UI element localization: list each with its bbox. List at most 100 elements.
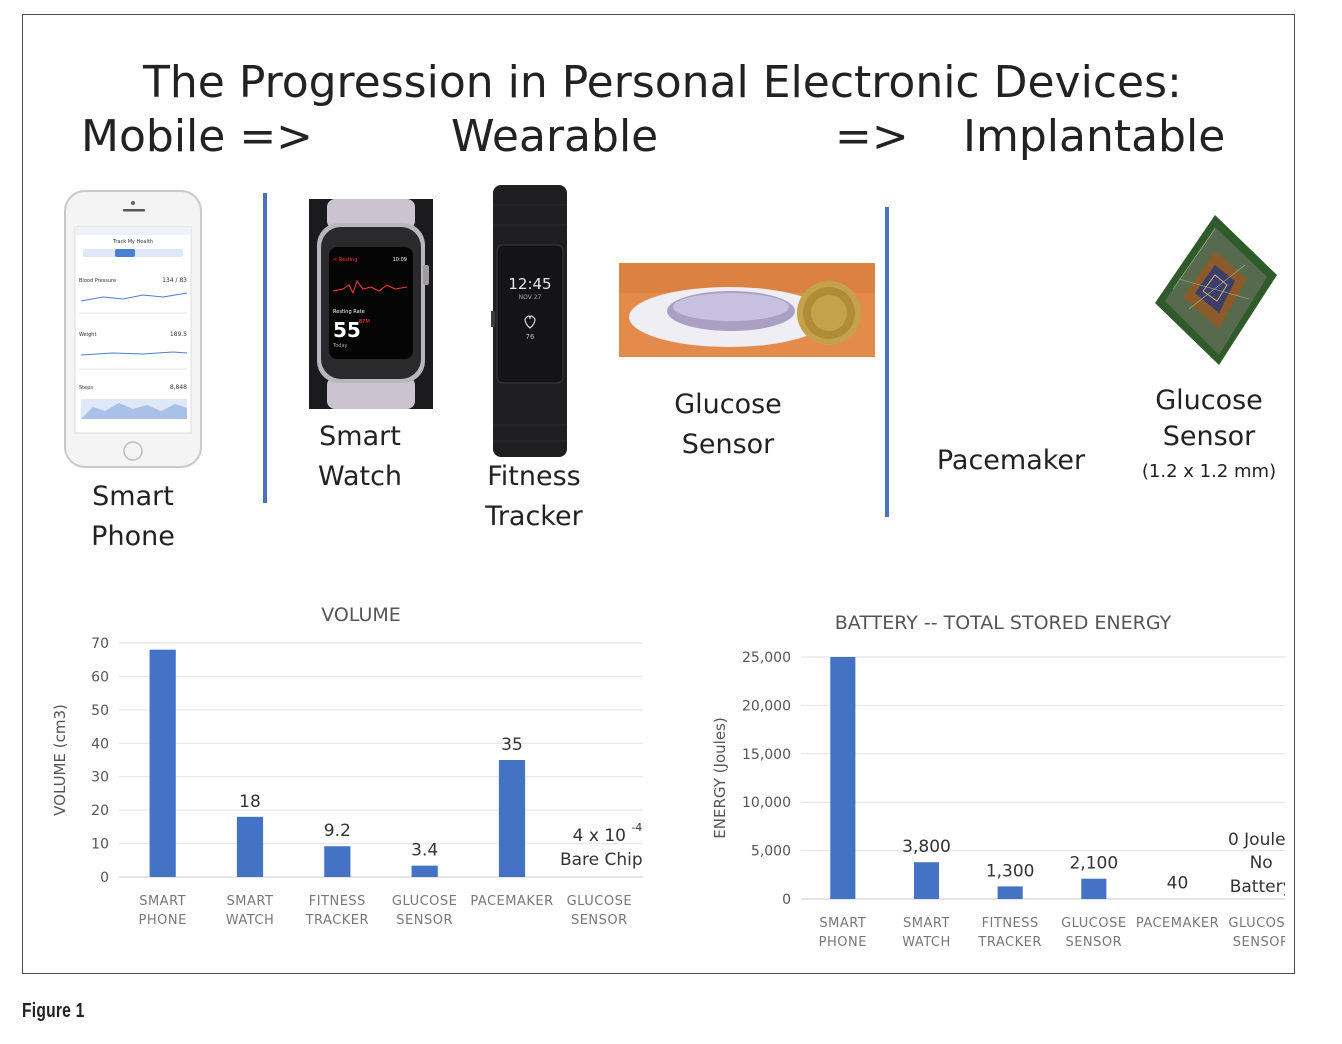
watch-day: Today — [332, 343, 348, 349]
chart-title: VOLUME — [321, 604, 401, 626]
y-tick-label: 20,000 — [742, 698, 791, 714]
data-label: 35 — [501, 735, 523, 755]
phone-app-title: Track My Health — [112, 239, 153, 245]
title-arrow: => — [835, 111, 909, 162]
figure-caption: Figure 1 — [22, 1000, 85, 1022]
chart-annotation: Bare Chip — [560, 850, 643, 870]
y-tick-label: 40 — [91, 736, 109, 752]
chart-annotation: 4 x 10 — [573, 826, 626, 846]
y-tick-label: 0 — [782, 892, 791, 908]
data-label: 18 — [239, 792, 261, 812]
bar — [498, 760, 526, 877]
y-tick-label: 25,000 — [742, 650, 791, 666]
tracker-hr: 76 — [526, 333, 535, 341]
chart-annotation: 0 Joules — [1228, 830, 1285, 850]
watch-unit: BPM — [359, 319, 370, 325]
y-tick-label: 30 — [91, 770, 109, 786]
x-tick-label: GLUCOSE — [1228, 916, 1285, 931]
label-pacemaker: Pacemaker — [936, 445, 1086, 476]
watch-time: 10:09 — [393, 257, 407, 263]
title-implantable: Implantable — [963, 111, 1226, 162]
phone-row-value: 8,848 — [170, 384, 187, 391]
x-tick-label: SMART — [227, 894, 274, 909]
title-wearable: Wearable — [451, 111, 659, 162]
x-tick-label: SMART — [903, 916, 950, 931]
data-label: 3,800 — [902, 837, 951, 857]
y-tick-label: 5,000 — [751, 844, 791, 860]
data-label: 1,300 — [986, 861, 1035, 881]
data-label: 40 — [1167, 874, 1189, 894]
bar — [1081, 878, 1107, 899]
bar — [236, 816, 264, 877]
watch-label: Resting Rate — [333, 309, 365, 315]
x-tick-label: PHONE — [139, 913, 187, 928]
x-tick-label: SMART — [819, 916, 866, 931]
bar — [324, 846, 351, 877]
y-tick-label: 50 — [91, 703, 109, 719]
x-tick-label: SMART — [139, 894, 186, 909]
data-label: 3.4 — [411, 841, 438, 861]
tracker-date: NOV 27 — [519, 294, 542, 301]
energy-chart: BATTERY -- TOTAL STORED ENERGY ENERGY (Jo… — [711, 612, 1285, 950]
title-line-1: The Progression in Personal Electronic D… — [143, 57, 1182, 108]
y-tick-label: 60 — [91, 669, 109, 685]
chart-annotation: Battery — [1230, 877, 1285, 897]
x-tick-label: GLUCOSE — [567, 894, 632, 909]
label-glucose-sensor-wearable: Glucose Sensor — [674, 389, 782, 460]
watch-status: < Resting — [333, 257, 357, 263]
x-tick-label: WATCH — [226, 913, 275, 928]
smartphone-image: Track My Health Blood Pressure 134 / 83 … — [64, 190, 202, 468]
bar — [830, 657, 856, 899]
x-tick-label: TRACKER — [977, 935, 1041, 950]
separator-wearable-implantable — [885, 207, 889, 517]
phone-row-label: Steps — [79, 385, 93, 391]
x-tick-label: GLUCOSE — [1061, 916, 1126, 931]
x-tick-label: WATCH — [902, 935, 951, 950]
label-smart-phone: Smart Phone — [91, 481, 175, 552]
bar — [411, 865, 438, 877]
x-tick-label: SENSOR — [396, 913, 453, 928]
x-tick-label: SENSOR — [1233, 935, 1285, 950]
phone-row-label: Blood Pressure — [79, 278, 116, 284]
volume-chart: VOLUME VOLUME (cm3) 0 10 20 30 40 50 60 70 SMART PH… — [51, 604, 643, 928]
separator-mobile-wearable — [263, 193, 267, 503]
data-label: 9.2 — [324, 821, 351, 841]
y-tick-label: 0 — [100, 870, 109, 886]
bar — [149, 649, 176, 877]
x-tick-label: SENSOR — [571, 913, 628, 928]
y-tick-label: 70 — [91, 636, 109, 652]
data-label: 2,100 — [1069, 854, 1118, 874]
chart-title: BATTERY -- TOTAL STORED ENERGY — [835, 612, 1172, 634]
y-tick-label: 15,000 — [742, 747, 791, 763]
phone-row-label: Weight — [79, 332, 96, 338]
y-tick-label: 20 — [91, 803, 109, 819]
y-tick-label: 10 — [91, 837, 109, 853]
x-tick-label: SENSOR — [1065, 935, 1122, 950]
figure-frame: The Progression in Personal Electronic D… — [22, 14, 1295, 974]
y-axis-label: VOLUME (cm3) — [51, 704, 69, 816]
fitness-tracker-image: 12:45 NOV 27 76 — [491, 185, 567, 457]
watch-bpm: 55 — [333, 318, 361, 342]
phone-row-value: 134 / 83 — [162, 277, 187, 284]
bar — [997, 886, 1023, 899]
glucose-sensor-wearable-image — [619, 263, 875, 357]
x-tick-label: FITNESS — [309, 894, 366, 909]
y-axis-label: ENERGY (Joules) — [711, 717, 729, 838]
y-tick-label: 10,000 — [742, 795, 791, 811]
label-glucose-sensor-implant: Glucose Sensor — [1155, 385, 1263, 452]
bar — [913, 862, 940, 899]
label-fitness-tracker: Fitness Tracker — [485, 461, 583, 532]
x-tick-label: TRACKER — [305, 913, 369, 928]
glucose-implant-size: (1.2 x 1.2 mm) — [1141, 461, 1277, 482]
tracker-time: 12:45 — [508, 275, 551, 293]
glucose-sensor-chip-image — [1155, 215, 1277, 365]
x-tick-label: PACEMAKER — [470, 894, 553, 909]
phone-row-value: 189.5 — [170, 331, 187, 338]
chart-annotation-exponent: -4 — [631, 821, 642, 834]
x-tick-label: FITNESS — [982, 916, 1039, 931]
chart-annotation: No — [1250, 853, 1273, 873]
x-tick-label: PHONE — [819, 935, 867, 950]
title-mobile: Mobile => — [81, 111, 314, 162]
smartwatch-image: < Resting 10:09 Resting Rate 55 BPM Toda… — [309, 199, 433, 409]
x-tick-label: PACEMAKER — [1136, 916, 1219, 931]
